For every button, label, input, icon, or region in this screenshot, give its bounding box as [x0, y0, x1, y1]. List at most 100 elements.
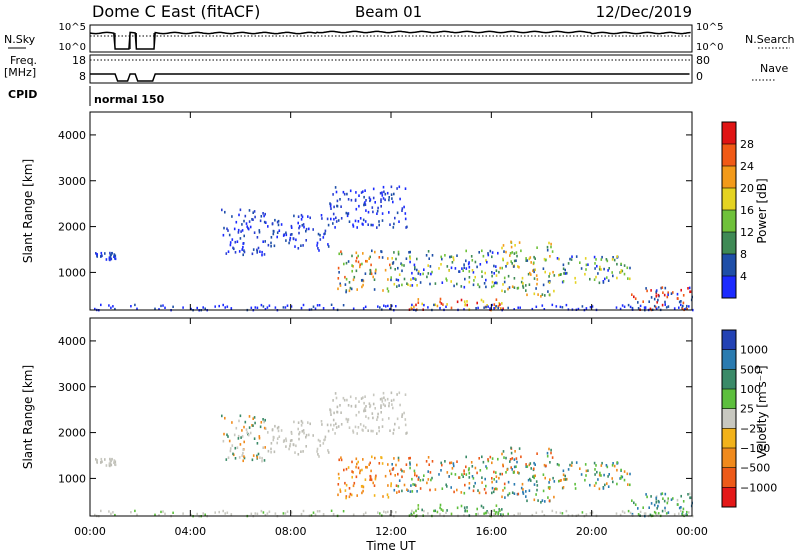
echo-cell: [364, 201, 366, 204]
echo-cell: [113, 461, 115, 464]
echo-cell: [224, 306, 226, 309]
echo-cell: [293, 214, 295, 218]
echo-cell: [345, 496, 347, 500]
x-axis: 00:00 04:00 08:00 12:00 16:00 20:00 00:00: [74, 112, 708, 538]
echo-cell: [552, 476, 554, 480]
nsky-tick-high: 10^5: [59, 22, 86, 33]
echo-cell: [401, 263, 403, 267]
echo-cell: [258, 230, 261, 234]
echo-cell: [522, 286, 525, 289]
echo-cell: [528, 257, 531, 261]
xtick-label: 12:00: [375, 525, 407, 538]
echo-cell: [446, 265, 449, 268]
echo-cell: [381, 425, 384, 428]
echo-cell: [358, 400, 360, 403]
echo-cell: [682, 507, 685, 511]
echo-cell: [513, 458, 516, 461]
echo-cell: [541, 293, 544, 296]
echo-cell: [248, 426, 251, 429]
echo-cell: [378, 223, 380, 227]
echo-cell: [611, 258, 614, 261]
echo-cell: [413, 263, 416, 267]
echo-cell: [351, 264, 353, 267]
echo-cell: [487, 511, 489, 514]
echo-cell: [413, 305, 415, 309]
power-ylabel: Slant Range [km]: [21, 159, 35, 263]
echo-cell: [655, 498, 658, 501]
echo-cell: [688, 305, 690, 308]
echo-cell: [292, 443, 295, 447]
echo-cell: [517, 512, 519, 515]
echo-cell: [365, 405, 367, 408]
echo-cell: [580, 267, 583, 270]
echo-cell: [620, 262, 622, 266]
echo-cell: [601, 461, 603, 465]
echo-cell: [692, 514, 694, 518]
echo-cell: [580, 473, 583, 476]
echo-cell: [265, 427, 267, 430]
echo-cell: [342, 304, 345, 307]
echo-cell: [234, 251, 237, 254]
echo-cell: [456, 460, 458, 463]
echo-cell: [406, 282, 408, 285]
echo-cell: [515, 251, 518, 254]
echo-cell: [525, 490, 527, 493]
echo-cell: [374, 456, 376, 460]
echo-cell: [448, 269, 450, 272]
echo-cell: [355, 475, 358, 479]
echo-cell: [503, 280, 506, 284]
echo-cell: [589, 277, 591, 281]
echo-cell: [500, 513, 502, 516]
echo-cell: [478, 285, 481, 289]
echo-cell: [461, 267, 463, 270]
echo-cell: [661, 303, 664, 307]
echo-cell: [384, 474, 387, 478]
echo-cell: [495, 298, 498, 301]
echo-cell: [372, 481, 374, 485]
echo-cell: [456, 282, 458, 286]
echo-cell: [109, 251, 111, 255]
nsearch-tick-low: 10^0: [696, 42, 723, 53]
echo-cell: [258, 436, 261, 440]
echo-cell: [495, 504, 498, 507]
echo-cell: [385, 511, 387, 514]
echo-cell: [273, 244, 276, 248]
echo-cell: [160, 510, 162, 514]
echo-cell: [356, 256, 358, 260]
echo-cell: [204, 513, 206, 516]
echo-cell: [431, 460, 434, 463]
date-title: 12/Dec/2019: [596, 3, 692, 21]
echo-cell: [285, 437, 287, 441]
echo-cell: [441, 281, 444, 284]
echo-cell: [555, 305, 558, 308]
echo-cell: [352, 307, 355, 310]
echo-cell: [388, 198, 390, 202]
echo-cell: [426, 481, 428, 485]
echo-cell: [667, 305, 670, 308]
echo-cell: [338, 477, 340, 480]
echo-cell: [562, 280, 565, 283]
echo-cell: [519, 512, 521, 515]
echo-cell: [387, 278, 389, 281]
echo-cell: [300, 424, 303, 427]
echo-cell: [631, 293, 633, 296]
echo-cell: [533, 498, 536, 502]
echo-cell: [257, 246, 260, 250]
echo-cell: [657, 293, 660, 297]
echo-cell: [318, 455, 320, 458]
echo-cell: [502, 283, 504, 286]
echo-cell: [389, 223, 391, 226]
echo-cell: [485, 259, 487, 262]
echo-cell: [415, 509, 417, 513]
echo-cell: [222, 303, 224, 307]
echo-cell: [551, 303, 554, 307]
echo-cell: [246, 225, 248, 228]
echo-cell: [312, 434, 314, 437]
echo-cell: [450, 472, 453, 476]
echo-cell: [616, 255, 618, 258]
echo-cell: [404, 423, 407, 427]
echo-cell: [664, 300, 666, 304]
echo-cell: [680, 509, 682, 513]
echo-cell: [382, 185, 385, 189]
